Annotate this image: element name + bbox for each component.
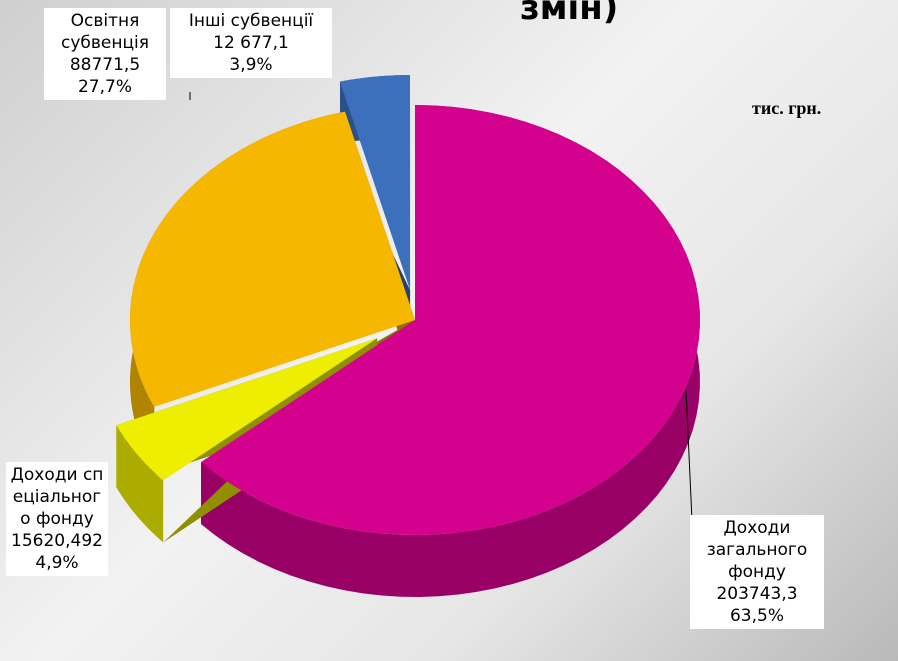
label-value: 15620,492 <box>11 531 103 551</box>
label-value: 203743,3 <box>716 584 798 604</box>
chart-title: змін) <box>520 0 619 28</box>
data-label: Інші субвенції 12 677,1 3,9% <box>170 8 332 78</box>
label-category: Доходи спеціального фонду <box>10 465 104 529</box>
pie <box>116 75 700 597</box>
slice <box>116 338 378 481</box>
slice <box>130 111 415 407</box>
unit-note: тис. грн. <box>752 98 822 118</box>
label-percent: 4,9% <box>35 553 79 573</box>
label-percent: 27,7% <box>77 77 132 97</box>
data-label: Доходи загального фонду 203743,3 63,5% <box>690 515 824 629</box>
slice <box>201 105 700 535</box>
leader-line <box>685 389 693 521</box>
label-value: 88771,5 <box>69 55 141 75</box>
data-label: Освітня субвенція 88771,5 27,7% <box>44 8 166 100</box>
label-category: Освітня субвенція <box>60 11 149 53</box>
label-value: 12 677,1 <box>213 33 289 53</box>
label-category: Доходи загального фонду <box>706 518 808 582</box>
label-category: Інші субвенції <box>188 11 314 31</box>
slice-side <box>116 425 164 543</box>
label-percent: 3,9% <box>229 55 273 75</box>
slice-side <box>201 105 700 597</box>
slice <box>340 75 411 291</box>
data-label: Доходи спеціального фонду 15620,492 4,9% <box>6 462 108 576</box>
label-percent: 63,5% <box>729 606 784 626</box>
